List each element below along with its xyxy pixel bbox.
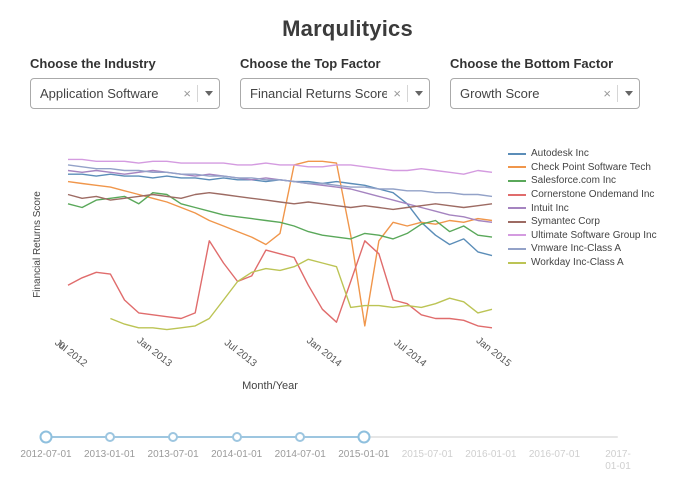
legend-item[interactable]: Salesforce.com Inc [508,174,657,188]
legend-item[interactable]: Check Point Software Tech [508,161,657,175]
slider-handle[interactable] [357,430,371,444]
slider-tick-label: 2015-07-01 [401,449,453,460]
slider-tick-label: 2016-01-01 [465,449,517,460]
legend-item[interactable]: Symantec Corp [508,215,657,229]
top-factor-control: Choose the Top Factor Financial Returns … [240,56,430,109]
slider-tick-dot[interactable] [295,432,306,442]
slider-tick-dot[interactable] [231,432,242,442]
slider-tick-label: 2014-01-01 [211,449,263,460]
x-tick-label: Jan 2013 [135,335,175,369]
slider-tick-label: 2012-07-01 [20,449,72,460]
x-tick-label: Jan 2015 [474,335,514,369]
legend-swatch [508,247,526,250]
filter-controls: Choose the Industry Application Software… [0,56,695,109]
legend-swatch [508,193,526,196]
legend-swatch [508,166,526,169]
legend-label: Workday Inc-Class A [531,257,624,269]
chevron-down-icon[interactable] [415,91,423,96]
slider-tick-dot[interactable] [168,432,179,442]
legend-label: Salesforce.com Inc [531,175,617,187]
line-chart: Jul 2012 Jan 2013 Jul 2013 Jan 2014 Jul 2014… [0,137,695,405]
bottom-factor-select[interactable]: Growth Score × [450,78,640,109]
series-line[interactable] [67,164,493,198]
legend-item[interactable]: Intuit Inc [508,201,657,215]
slider-tick-label: 2013-07-01 [147,449,199,460]
slider-tick-label: 2013-01-01 [83,449,136,460]
x-tick-label: Jul 2012 [52,337,89,369]
top-factor-label: Choose the Top Factor [240,56,381,71]
series-line[interactable] [67,192,493,240]
series-line[interactable] [67,192,493,211]
industry-label: Choose the Industry [30,56,156,71]
select-divider [617,85,618,102]
legend-label: Cornerstone Ondemand Inc [531,189,655,201]
legend-label: Intuit Inc [531,202,569,214]
slider-tick-label: 2016-07-01 [528,449,581,460]
clear-icon[interactable]: × [183,86,191,101]
legend-label: Check Point Software Tech [531,161,651,173]
clear-icon[interactable]: × [603,86,611,101]
industry-select[interactable]: Application Software × [30,78,220,109]
top-factor-select[interactable]: Financial Returns Score × [240,78,430,109]
legend-label: Vmware Inc-Class A [531,243,622,255]
x-tick-label: Jul 2013 [222,337,259,369]
chart-legend: Autodesk Inc Check Point Software Tech Sal… [508,147,657,269]
slider-tick-label: 2015-01-01 [338,449,390,460]
bottom-factor-label: Choose the Bottom Factor [450,56,614,71]
bottom-factor-selected-value: Growth Score [460,86,540,101]
industry-control: Choose the Industry Application Software… [30,56,220,109]
series-line[interactable] [68,158,493,175]
page-title: Marqulityics [282,16,413,41]
slider-tick-dot[interactable] [104,432,115,442]
chart-canvas[interactable]: Jul 2012 Jan 2013 Jul 2013 Jan 2014 Jul 2014… [0,137,695,405]
legend-item[interactable]: Cornerstone Ondemand Inc [508,188,657,202]
slider-tick-label: 2014-07-01 [274,449,326,460]
legend-swatch [508,220,526,223]
y-axis-title: Financial Returns Score [32,191,43,298]
legend-swatch [508,234,526,237]
legend-item[interactable]: Workday Inc-Class A [508,256,657,270]
legend-label: Autodesk Inc [531,148,589,160]
y-origin-tick-label: 0 [57,340,67,351]
legend-swatch [508,207,526,210]
bottom-factor-control: Choose the Bottom Factor Growth Score × [450,56,640,109]
slider-active-range[interactable] [46,436,364,438]
chevron-down-icon[interactable] [205,91,213,96]
select-divider [407,85,408,102]
series-line[interactable] [67,169,493,223]
legend-swatch [508,179,526,182]
legend-item[interactable]: Vmware Inc-Class A [508,242,657,256]
select-divider [197,85,198,102]
series-line[interactable] [67,160,493,327]
clear-icon[interactable]: × [393,86,401,101]
series-line[interactable] [68,173,493,257]
chevron-down-icon[interactable] [625,91,633,96]
industry-selected-value: Application Software [40,86,159,101]
legend-swatch [508,152,526,155]
x-tick-label: Jul 2014 [392,337,429,369]
x-tick-label: Jan 2014 [304,335,344,369]
date-range-slider[interactable]: 2012-07-01 2013-01-01 2013-07-01 2014-01-01… [20,427,631,479]
x-axis-title: Month/Year [242,380,298,392]
legend-item[interactable]: Autodesk Inc [508,147,657,161]
legend-label: Symantec Corp [531,216,600,228]
slider-handle[interactable] [39,430,53,444]
slider-tick-label: 2017-01-01 [605,449,631,472]
top-factor-selected-value: Financial Returns Score [250,86,388,101]
legend-item[interactable]: Ultimate Software Group Inc [508,229,657,243]
series-line[interactable] [67,240,493,329]
series-line[interactable] [110,258,493,331]
legend-label: Ultimate Software Group Inc [531,229,657,241]
legend-swatch [508,261,526,264]
